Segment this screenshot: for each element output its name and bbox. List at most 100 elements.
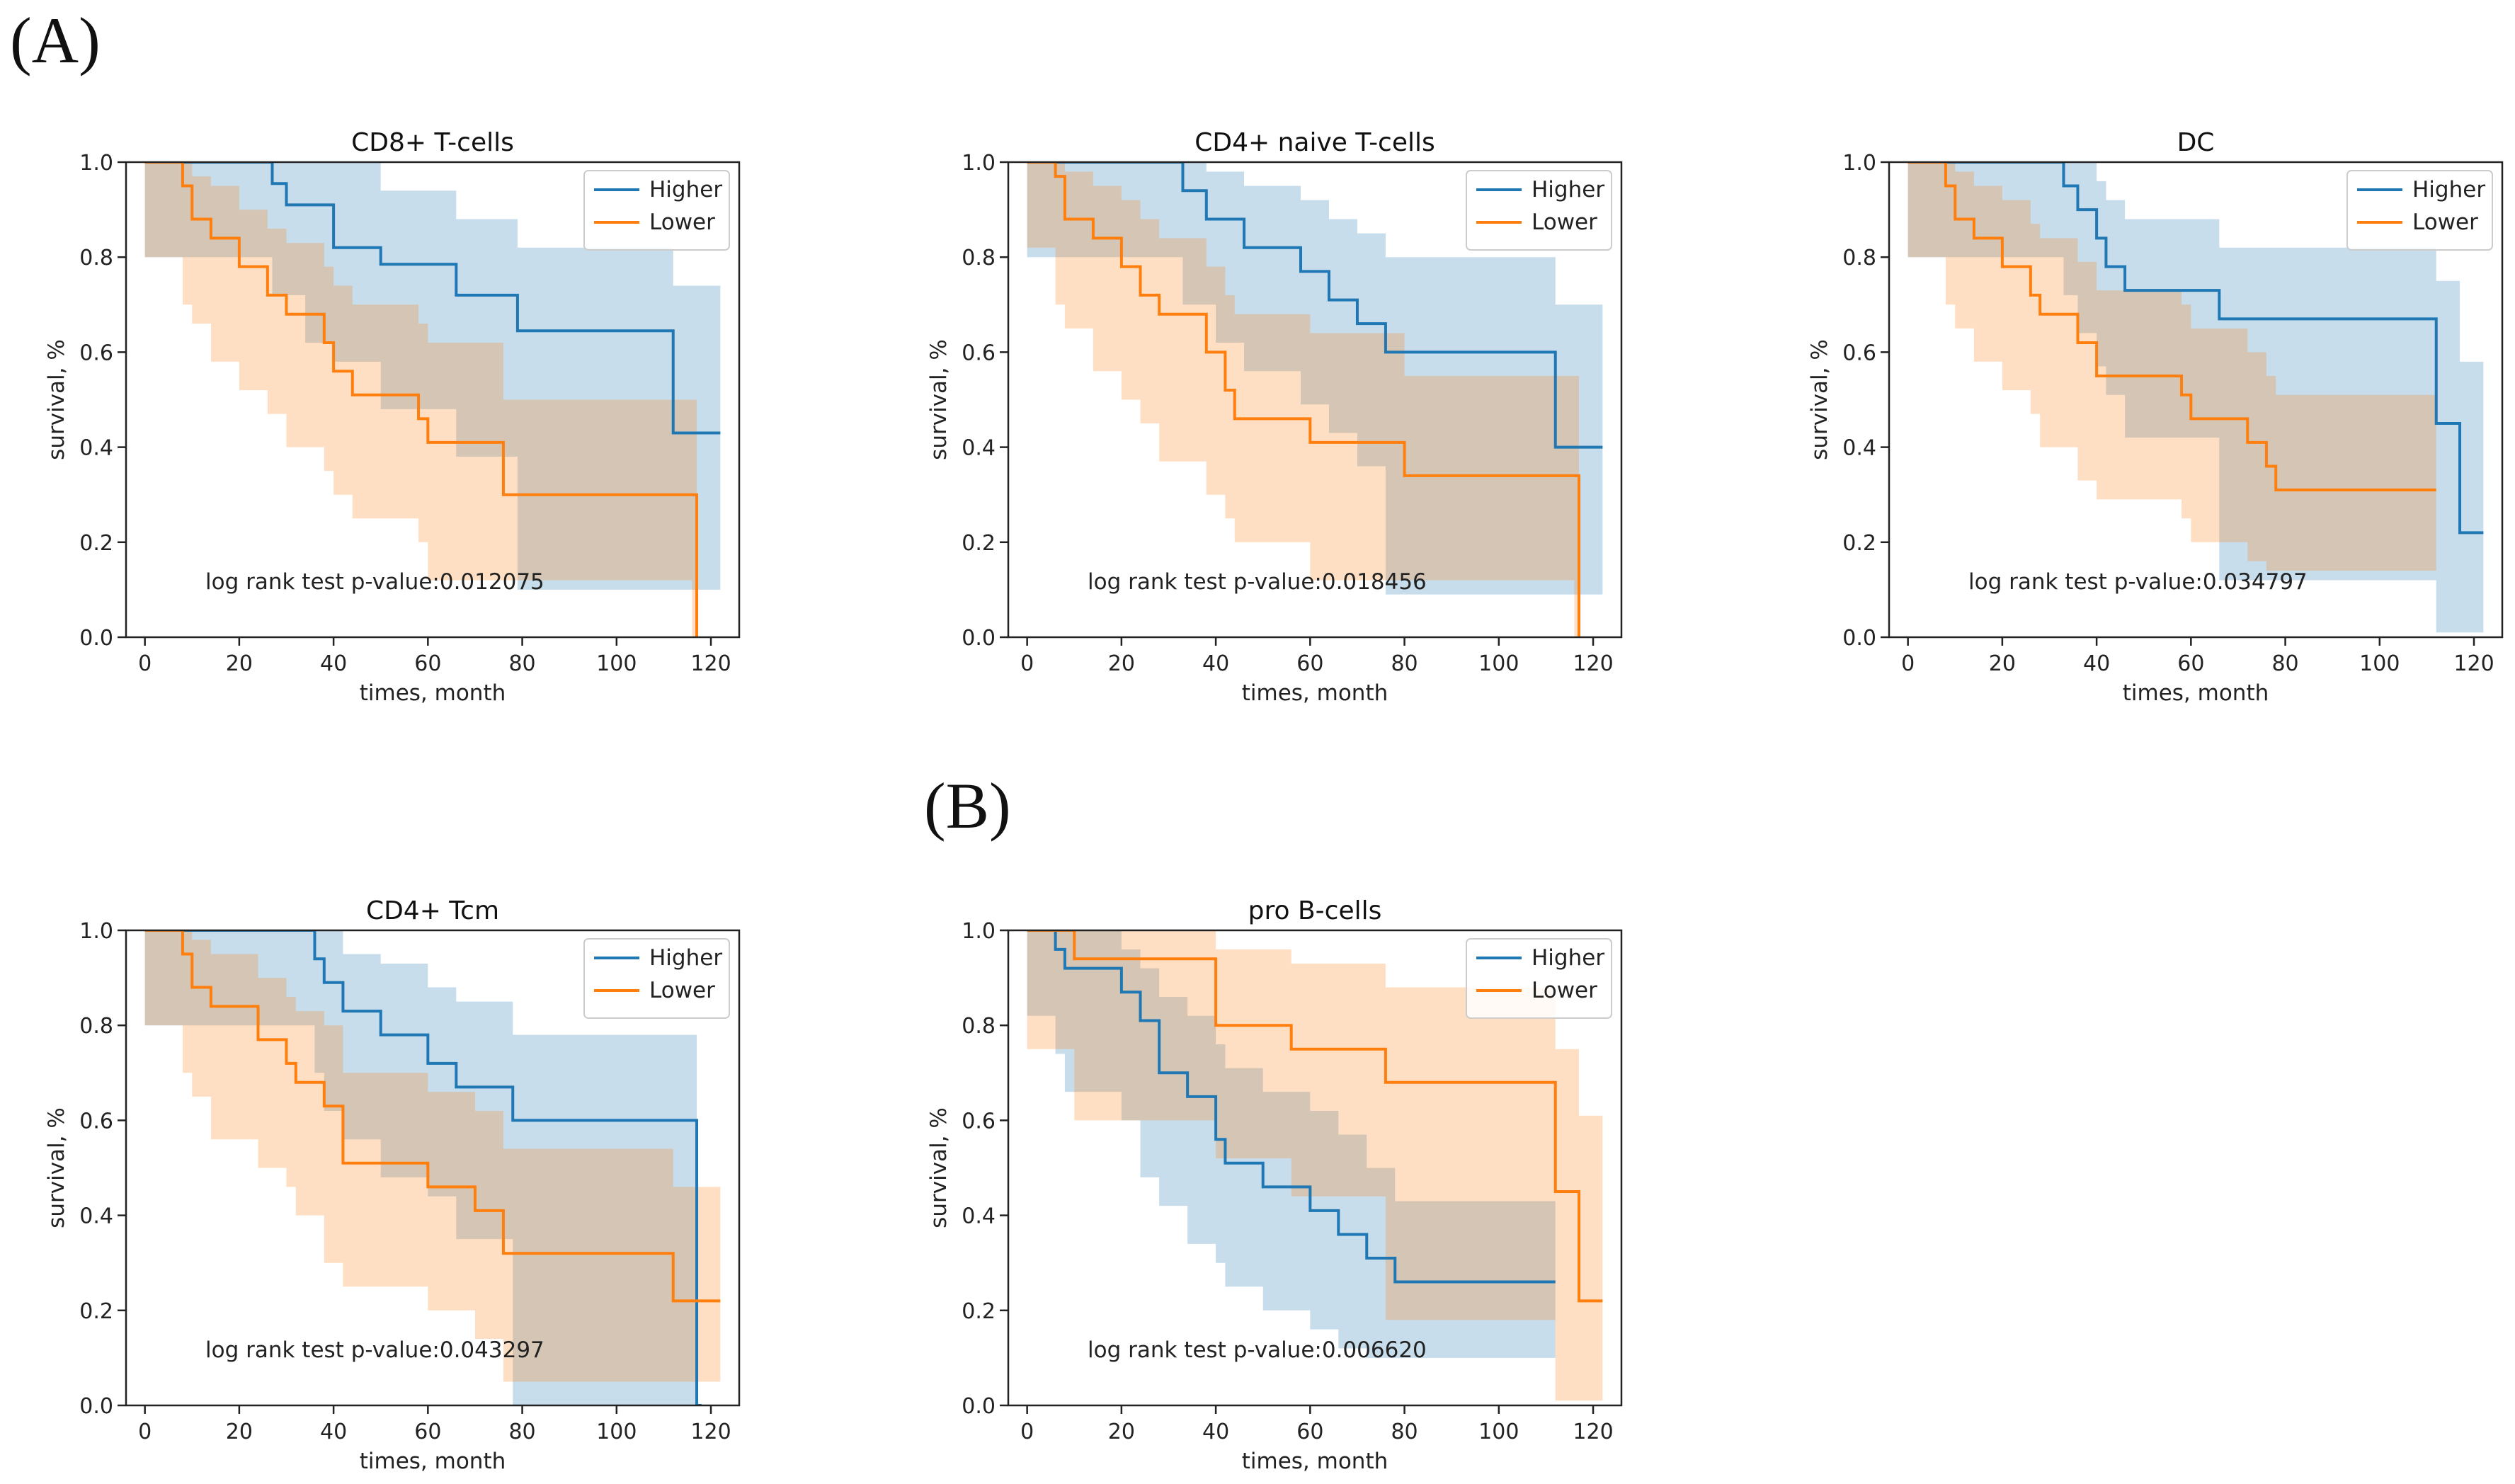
legend: Higher Lower — [2346, 170, 2493, 251]
ci-band-lower — [1027, 162, 1580, 637]
y-tick-label: 0.2 — [962, 1299, 996, 1324]
x-tick-label: 60 — [1296, 651, 1323, 676]
y-tick-label: 0.0 — [79, 626, 113, 651]
x-axis-label: times, month — [360, 680, 506, 706]
p-value-annotation: log rank test p-value:0.018456 — [1088, 569, 1427, 595]
x-tick-label: 40 — [2083, 651, 2110, 676]
y-tick-label: 0.2 — [1842, 531, 1876, 556]
legend-label-lower: Lower — [1532, 978, 1597, 1003]
legend-label-lower: Lower — [2412, 210, 2478, 235]
y-tick-label: 0.6 — [1842, 341, 1876, 365]
y-tick-label: 0.8 — [962, 246, 996, 270]
ci-band-higher — [144, 162, 721, 590]
x-tick-label: 40 — [1202, 651, 1229, 676]
legend-label-higher: Higher — [649, 177, 722, 202]
y-axis-label: survival, % — [1807, 339, 1832, 460]
y-tick-label: 0.0 — [1842, 626, 1876, 651]
y-tick-label: 0.2 — [962, 531, 996, 556]
plot-area — [1907, 162, 2484, 633]
x-tick-label: 20 — [1989, 651, 2016, 676]
legend: Higher Lower — [1466, 170, 1612, 251]
x-axis-label: times, month — [360, 1449, 506, 1474]
x-tick-label: 80 — [1391, 1420, 1418, 1444]
x-tick-label: 80 — [2271, 651, 2298, 676]
y-tick-label: 1.0 — [962, 151, 996, 176]
legend-label-lower: Lower — [1532, 210, 1597, 235]
y-tick-label: 0.6 — [962, 341, 996, 365]
legend: Higher Lower — [583, 938, 730, 1019]
survival-line-lower — [1027, 930, 1603, 1303]
legend-label-lower: Lower — [649, 210, 715, 235]
y-tick-label: 0.6 — [962, 1109, 996, 1134]
x-tick-label: 100 — [1478, 651, 1519, 676]
x-tick-label: 40 — [1202, 1420, 1229, 1444]
chart-title: CD8+ T-cells — [351, 128, 514, 157]
survival-line-lower — [1027, 162, 1581, 637]
y-axis-label: survival, % — [926, 339, 952, 460]
legend: Higher Lower — [1466, 938, 1612, 1019]
x-tick-label: 60 — [1296, 1420, 1323, 1444]
x-tick-label: 0 — [138, 1420, 152, 1444]
y-tick-label: 0.2 — [79, 1299, 113, 1324]
x-tick-label: 100 — [596, 1420, 637, 1444]
x-tick-label: 40 — [320, 651, 347, 676]
ci-band-higher — [1907, 162, 2484, 633]
x-tick-label: 20 — [1108, 651, 1135, 676]
plot-area — [1027, 162, 1603, 637]
x-tick-label: 120 — [1573, 1420, 1613, 1444]
panel-label-a: (A) — [10, 4, 101, 76]
survival-line-higher — [1027, 162, 1603, 449]
ci-band-lower — [1907, 162, 2436, 571]
p-value-annotation: log rank test p-value:0.006620 — [1088, 1337, 1427, 1363]
ci-band-higher — [144, 930, 702, 1405]
y-tick-label: 1.0 — [1842, 151, 1876, 176]
chart-title: DC — [2177, 128, 2215, 157]
survival-line-lower — [1907, 162, 2436, 491]
legend-label-higher: Higher — [1532, 177, 1604, 202]
x-tick-label: 120 — [2453, 651, 2494, 676]
axes-frame — [1007, 929, 1623, 1407]
km-chart-4: 0 20 40 60 80 100 120 0.0 0.2 0.4 0.6 0.8 1.0 CD4+ Tc… — [44, 896, 741, 1474]
km-chart-3: 0 20 40 60 80 100 120 0.0 0.2 0.4 0.6 0.8 1.0 DC times… — [1807, 128, 2504, 706]
x-tick-label: 60 — [2177, 651, 2204, 676]
p-value-annotation: log rank test p-value:0.012075 — [205, 569, 544, 595]
legend-label-higher: Higher — [649, 945, 722, 971]
chart-title: pro B-cells — [1248, 896, 1382, 925]
x-tick-label: 40 — [320, 1420, 347, 1444]
y-axis-label: survival, % — [44, 1107, 69, 1228]
x-tick-label: 100 — [596, 651, 637, 676]
survival-line-lower — [144, 162, 699, 637]
x-tick-label: 20 — [226, 651, 253, 676]
ci-band-lower — [144, 162, 697, 637]
x-tick-label: 100 — [1478, 1420, 1519, 1444]
legend-label-higher: Higher — [2412, 177, 2485, 202]
x-tick-label: 0 — [1020, 651, 1034, 676]
survival-line-lower — [144, 930, 721, 1303]
y-tick-label: 0.4 — [79, 1204, 113, 1229]
x-tick-label: 100 — [2359, 651, 2400, 676]
x-axis-label: times, month — [1242, 1449, 1388, 1474]
km-chart-1: 0 20 40 60 80 100 120 0.0 0.2 0.4 0.6 0.8 1.0 CD8+ T-… — [44, 128, 741, 706]
p-value-annotation: log rank test p-value:0.034797 — [1968, 569, 2308, 595]
survival-line-higher — [144, 930, 702, 1405]
y-tick-label: 0.0 — [79, 1394, 113, 1419]
y-tick-label: 0.8 — [1842, 246, 1876, 270]
axes-frame — [1888, 161, 2504, 639]
legend-label-lower: Lower — [649, 978, 715, 1003]
x-tick-label: 60 — [414, 651, 441, 676]
y-tick-label: 1.0 — [79, 151, 113, 176]
survival-line-higher — [1907, 162, 2484, 535]
x-tick-label: 120 — [690, 651, 731, 676]
plot-area — [144, 930, 721, 1405]
x-tick-label: 0 — [1901, 651, 1915, 676]
y-tick-label: 0.4 — [962, 436, 996, 461]
p-value-annotation: log rank test p-value:0.043297 — [205, 1337, 544, 1363]
ci-band-higher — [1027, 162, 1603, 595]
km-chart-2: 0 20 40 60 80 100 120 0.0 0.2 0.4 0.6 0.8 1.0 CD4+ na… — [926, 128, 1623, 706]
chart-title: CD4+ naive T-cells — [1194, 128, 1435, 157]
y-tick-label: 0.8 — [79, 246, 113, 270]
ci-band-lower — [144, 930, 721, 1382]
x-axis-label: times, month — [1242, 680, 1388, 706]
x-tick-label: 20 — [226, 1420, 253, 1444]
y-tick-label: 0.8 — [79, 1014, 113, 1039]
